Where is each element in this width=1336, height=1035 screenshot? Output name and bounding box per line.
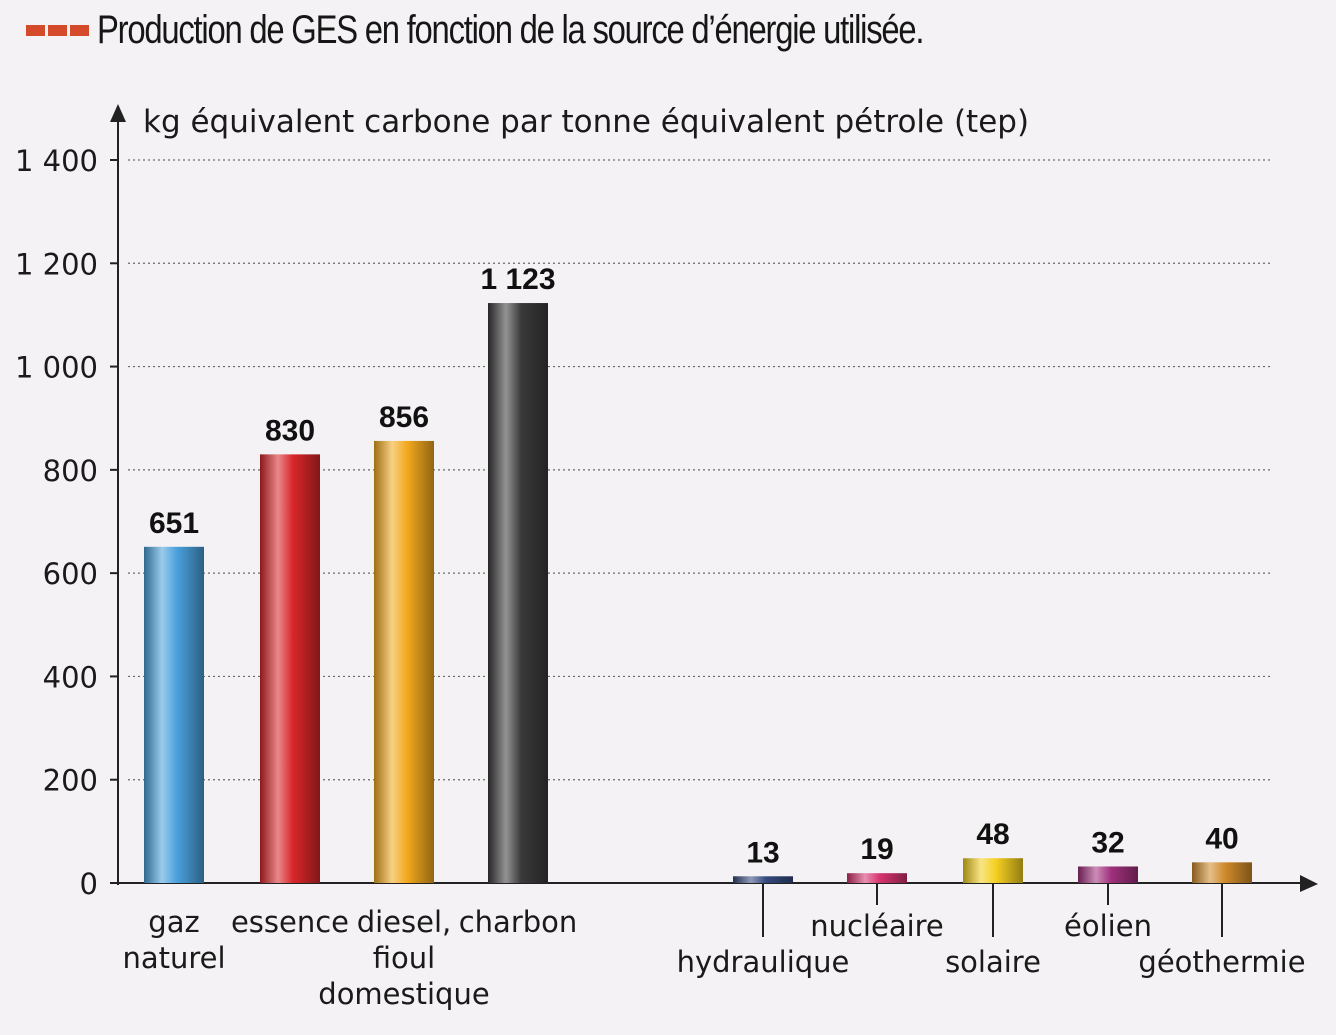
- bar: [260, 454, 320, 883]
- y-tick-label: 1 400: [15, 144, 98, 178]
- bar: [1078, 866, 1138, 883]
- x-tick-label: diesel,: [357, 905, 452, 939]
- x-tick-label: gaz: [148, 905, 199, 939]
- y-tick-label: 600: [43, 557, 98, 591]
- bar: [488, 303, 548, 883]
- x-tick-label: essence: [231, 905, 349, 939]
- x-tick-label: géothermie: [1138, 945, 1305, 979]
- data-label: 48: [976, 818, 1009, 851]
- y-tick-label: 1 200: [15, 247, 98, 281]
- data-label: 40: [1205, 822, 1238, 855]
- y-tick-label: 400: [43, 660, 98, 694]
- data-label: 856: [379, 401, 429, 434]
- bar: [847, 873, 907, 883]
- title-marker-icon: [26, 25, 89, 36]
- x-tick-label: charbon: [459, 905, 578, 939]
- data-label: 19: [860, 833, 893, 866]
- x-tick-label: éolien: [1064, 909, 1152, 943]
- data-label: 32: [1091, 826, 1124, 859]
- data-label: 830: [265, 414, 315, 447]
- chart-title: Production de GES en fonction de la sour…: [97, 8, 925, 52]
- x-axis-arrow-icon: [1300, 875, 1318, 892]
- bar: [1192, 862, 1252, 883]
- y-tick-label: 800: [43, 454, 98, 488]
- x-tick-label: naturel: [122, 941, 225, 975]
- x-tick-label: nucléaire: [810, 909, 944, 943]
- y-axis-label: kg équivalent carbone par tonne équivale…: [143, 104, 1029, 140]
- y-tick-label: 1 000: [15, 351, 98, 385]
- bar: [733, 876, 793, 883]
- x-tick-label: hydraulique: [677, 945, 850, 979]
- y-tick-label: 200: [43, 764, 98, 798]
- x-tick-label: fioul: [373, 941, 435, 975]
- x-tick-label: domestique: [318, 977, 489, 1011]
- bar: [374, 440, 434, 883]
- data-label: 651: [149, 507, 199, 540]
- y-tick-label: 0: [80, 867, 98, 901]
- bar: [963, 858, 1023, 883]
- bar: [144, 546, 204, 883]
- y-axis-arrow-icon: [110, 104, 126, 122]
- title-row: Production de GES en fonction de la sour…: [26, 8, 1105, 53]
- data-label: 13: [746, 836, 779, 869]
- x-tick-label: solaire: [945, 945, 1041, 979]
- data-label: 1 123: [480, 263, 555, 296]
